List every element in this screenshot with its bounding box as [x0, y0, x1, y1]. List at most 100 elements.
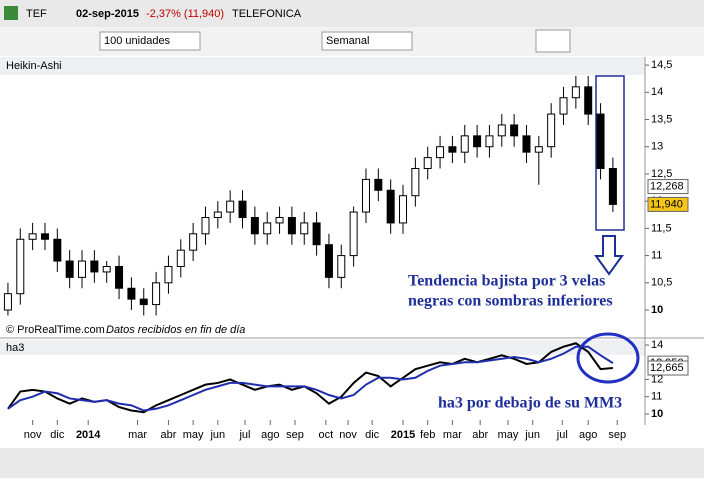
candle-body [102, 265, 111, 273]
candle-body [164, 265, 173, 284]
candle-body [300, 222, 309, 235]
x-tick-label: jul [556, 429, 568, 441]
candle-body [65, 260, 74, 278]
x-tick-label: dic [50, 429, 65, 441]
x-tick-label: may [183, 429, 204, 441]
x-tick-label: 2015 [391, 429, 415, 441]
candle-body [608, 167, 617, 205]
series-line [7, 345, 614, 412]
highlight-box [595, 75, 625, 231]
candle-body [40, 233, 49, 240]
candle-body [53, 238, 62, 262]
x-tick-label: oct [319, 429, 334, 441]
chart-type-button[interactable] [535, 29, 571, 53]
price-tag [647, 196, 689, 212]
app-icon [4, 6, 18, 20]
y-tick-label: 14 [651, 339, 663, 351]
candle-body [534, 146, 543, 153]
annotation: negras con sombras inferiores [408, 293, 613, 310]
candle-body [571, 86, 580, 99]
x-tick-label: abr [472, 429, 488, 441]
price-tag [647, 179, 689, 195]
candle-body [436, 146, 445, 159]
candle-body [226, 200, 235, 213]
candle-body [263, 222, 272, 235]
price-tag-label: 12,665 [650, 362, 684, 374]
panel-title: Heikin-Ashi [6, 60, 62, 72]
candle-body [485, 135, 494, 148]
candle-body [411, 167, 420, 197]
candle-body [559, 97, 568, 115]
candle-body [115, 265, 124, 289]
x-tick-label: jun [209, 429, 225, 441]
candle-body [349, 211, 358, 257]
quantity-dropdown[interactable] [99, 31, 201, 51]
candle-body [337, 255, 346, 278]
candle-body [238, 200, 247, 218]
y-tick-label: 14,5 [651, 59, 672, 71]
x-tick-label: sep [608, 429, 626, 441]
y-tick-label: 11,5 [651, 222, 672, 234]
panel-title: ha3 [6, 342, 24, 354]
x-tick-label: nov [339, 429, 357, 441]
y-tick-label: 11 [651, 249, 662, 261]
y-tick-label: 12,5 [651, 168, 672, 180]
panel-header [0, 340, 645, 355]
annotation: ha3 por debajo de su MM3 [438, 395, 622, 412]
price-tag [647, 360, 689, 376]
candle-body [139, 298, 148, 306]
quantity: 100 unidades [104, 35, 171, 47]
y-tick-label: 13 [651, 141, 663, 153]
candle-body [460, 135, 469, 153]
candle-body [3, 293, 12, 311]
x-tick-label: 2014 [76, 429, 101, 441]
candle-body [584, 86, 593, 115]
date: 02-sep-2015 [76, 8, 139, 20]
candle-body [250, 216, 259, 235]
x-tick-label: mar [128, 429, 147, 441]
arrow [594, 235, 624, 276]
status-bar [0, 448, 704, 478]
candle-body [28, 233, 37, 240]
y-tick-label: 10 [651, 304, 663, 316]
y-tick-label: 10,5 [651, 277, 672, 289]
candle-body [213, 211, 222, 218]
x-tick-label: jul [238, 429, 250, 441]
candle-body [473, 135, 482, 148]
candle-body [423, 157, 432, 169]
candle-body [324, 244, 333, 278]
candle-body [596, 113, 605, 169]
candle-body [547, 113, 556, 148]
candle-body [510, 124, 519, 137]
candle-body [90, 260, 99, 273]
y-tick-label: 11 [651, 391, 662, 403]
panel-header [0, 57, 645, 75]
instrument-name: TELEFONICA [232, 8, 302, 20]
candle-body [386, 189, 395, 224]
candle-body [399, 195, 408, 224]
candle-body [78, 260, 87, 278]
candle-body [448, 146, 457, 153]
candle-body [201, 216, 210, 235]
symbol: TEF [26, 8, 47, 20]
candle-body [361, 178, 370, 213]
highlight-circle [576, 332, 640, 384]
change: -2,37% (11,940) [146, 8, 224, 20]
y-tick-label: 14 [651, 86, 663, 98]
y-tick-label: 12 [651, 373, 663, 385]
price-tag-label: 11,940 [650, 198, 683, 210]
candle-body [374, 178, 383, 191]
candle-body [287, 216, 296, 235]
period-dropdown[interactable] [321, 31, 413, 51]
candle-body [497, 124, 506, 137]
x-tick-label: mar [443, 429, 462, 441]
x-tick-label: ago [579, 429, 597, 441]
candle-body [16, 238, 25, 295]
candle-body [189, 233, 198, 251]
candle-body [152, 282, 161, 306]
y-tick-label: 10 [651, 408, 663, 420]
price-tag-label: 12,268 [650, 180, 684, 192]
candle-body [275, 216, 284, 224]
x-tick-label: may [498, 429, 519, 441]
